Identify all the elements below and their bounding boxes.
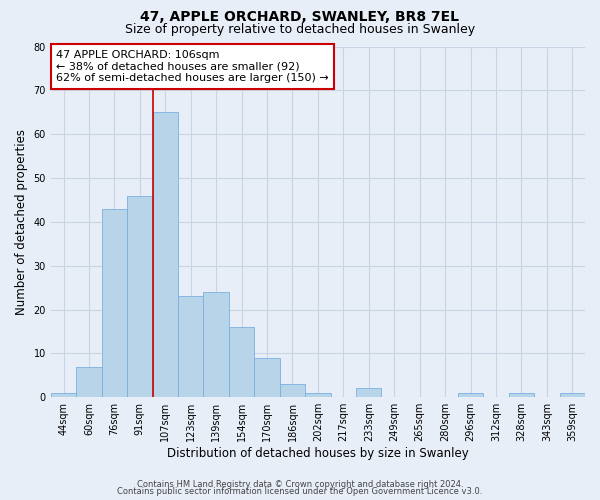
Bar [305, 393, 331, 397]
Bar [356, 388, 382, 397]
Bar [152, 112, 178, 397]
Y-axis label: Number of detached properties: Number of detached properties [15, 129, 28, 315]
Bar [509, 393, 534, 397]
Bar [458, 393, 483, 397]
Bar [76, 366, 101, 397]
Bar [254, 358, 280, 397]
Bar [178, 296, 203, 397]
Bar [127, 196, 152, 397]
Bar [280, 384, 305, 397]
X-axis label: Distribution of detached houses by size in Swanley: Distribution of detached houses by size … [167, 447, 469, 460]
Text: 47 APPLE ORCHARD: 106sqm
← 38% of detached houses are smaller (92)
62% of semi-d: 47 APPLE ORCHARD: 106sqm ← 38% of detach… [56, 50, 329, 83]
Text: Contains HM Land Registry data © Crown copyright and database right 2024.: Contains HM Land Registry data © Crown c… [137, 480, 463, 489]
Bar [560, 393, 585, 397]
Bar [101, 208, 127, 397]
Text: 47, APPLE ORCHARD, SWANLEY, BR8 7EL: 47, APPLE ORCHARD, SWANLEY, BR8 7EL [140, 10, 460, 24]
Text: Contains public sector information licensed under the Open Government Licence v3: Contains public sector information licen… [118, 487, 482, 496]
Bar [229, 327, 254, 397]
Bar [51, 393, 76, 397]
Bar [203, 292, 229, 397]
Text: Size of property relative to detached houses in Swanley: Size of property relative to detached ho… [125, 22, 475, 36]
